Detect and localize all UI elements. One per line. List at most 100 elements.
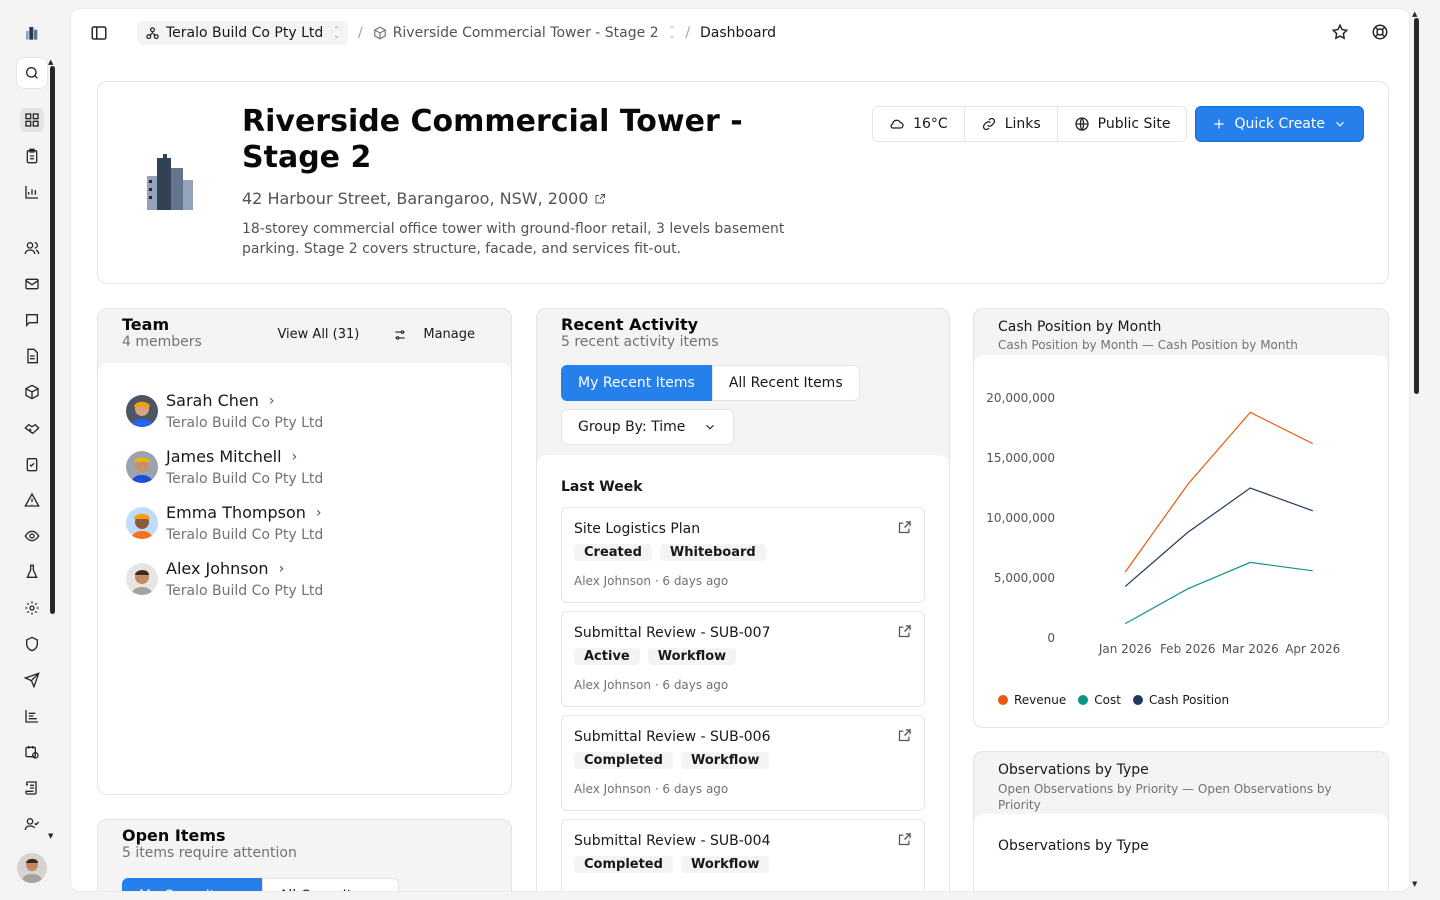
member-name-text: James Mitchell: [166, 447, 282, 466]
chevron-right-icon: ›: [291, 448, 298, 465]
external-link-icon[interactable]: [897, 832, 912, 847]
help-lifebuoy-icon[interactable]: [1371, 23, 1389, 45]
activity-item[interactable]: Site Logistics Plan Created Whiteboard A…: [561, 507, 925, 603]
activity-badges: Created Whiteboard: [574, 544, 766, 561]
legend-label: Cash Position: [1148, 693, 1230, 707]
star-icon[interactable]: [1331, 23, 1349, 45]
legend-swatch: [998, 695, 1008, 705]
settings-icon[interactable]: [20, 596, 44, 620]
y-tick-label: 20,000,000: [986, 391, 1055, 405]
manage-team-button[interactable]: Manage: [393, 327, 475, 342]
activity-item[interactable]: Submittal Review - SUB-004 Completed Wor…: [561, 819, 925, 891]
tab-all-recent-items[interactable]: All Recent Items: [711, 365, 860, 401]
user-check-icon[interactable]: [20, 812, 44, 836]
project-description: 18-storey commercial office tower with g…: [242, 221, 785, 257]
external-link-icon[interactable]: [897, 520, 912, 535]
series-line-cost[interactable]: [1124, 561, 1313, 625]
group-by-select[interactable]: Group By: Time: [561, 409, 734, 445]
project-address[interactable]: 42 Harbour Street, Barangaroo, NSW, 2000: [242, 189, 606, 208]
warning-icon[interactable]: [20, 488, 44, 512]
public-site-button[interactable]: Public Site: [1057, 107, 1187, 141]
tab-my-open-items[interactable]: My Open Items: [122, 878, 262, 891]
page-scroll-up-icon[interactable]: ▲: [1412, 10, 1418, 18]
dashboard-icon[interactable]: [20, 108, 44, 132]
legend-item-revenue[interactable]: Revenue: [998, 693, 1066, 707]
list-chart-icon[interactable]: [20, 704, 44, 728]
chevron-down-icon: [1336, 121, 1344, 127]
activity-subtitle: 5 recent activity items: [561, 334, 719, 350]
mail-icon[interactable]: [20, 272, 44, 296]
scroll-icon[interactable]: [20, 776, 44, 800]
bar-chart-icon[interactable]: [20, 180, 44, 204]
member-name: Emma Thompson ›: [166, 503, 322, 522]
activity-item[interactable]: Submittal Review - SUB-007 Active Workfl…: [561, 611, 925, 707]
quick-create-button[interactable]: Quick Create: [1195, 106, 1364, 142]
page-scrollbar[interactable]: [1414, 18, 1419, 394]
cash-position-card: Cash Position by Month Cash Position by …: [973, 308, 1389, 728]
address-text: 42 Harbour Street, Barangaroo, NSW, 2000: [242, 189, 589, 208]
project-switcher[interactable]: Riverside Commercial Tower - Stage 2 ⌃ ⌄: [373, 25, 676, 41]
x-tick-label: Apr 2026: [1285, 642, 1340, 656]
eye-icon[interactable]: [20, 524, 44, 548]
team-list: Sarah Chen › Teralo Build Co Pty Ltd Jame…: [98, 363, 511, 794]
type-badge: Workflow: [680, 856, 770, 873]
breadcrumb: Teralo Build Co Pty Ltd ⌃ ⌄ / Riverside C…: [137, 21, 776, 45]
calendar-clock-icon[interactable]: [20, 740, 44, 764]
chevron-right-icon: ›: [315, 504, 322, 521]
weather-label: 16°C: [913, 116, 948, 132]
message-icon[interactable]: [20, 308, 44, 332]
search-icon[interactable]: [16, 57, 48, 89]
activity-list: Last Week Site Logistics Plan Created Wh…: [537, 455, 949, 891]
activity-meta: Alex Johnson · 6 days ago: [574, 782, 729, 796]
legend-item-cost[interactable]: Cost: [1078, 693, 1121, 707]
sidebar-toggle-icon[interactable]: [90, 24, 108, 42]
view-all-team-button[interactable]: View All (31): [277, 327, 360, 342]
clipboard-icon[interactable]: [20, 144, 44, 168]
link-icon: [982, 117, 995, 131]
chart-legend: Revenue Cost Cash Position: [998, 693, 1229, 707]
series-line-cash-position[interactable]: [1124, 487, 1313, 587]
sliders-icon: [395, 329, 406, 340]
building-logo-icon[interactable]: [18, 19, 46, 47]
document-icon[interactable]: [20, 344, 44, 368]
links-button[interactable]: Links: [964, 107, 1058, 141]
breadcrumb-current: Dashboard: [700, 25, 776, 41]
y-tick-label: 0: [1047, 631, 1055, 645]
type-badge: Whiteboard: [659, 544, 766, 561]
rail-scroll-down-icon[interactable]: ▼: [48, 832, 54, 840]
tab-my-recent-items[interactable]: My Recent Items: [561, 365, 712, 401]
activity-meta: Alex Johnson · 6 days ago: [574, 678, 729, 692]
tab-all-open-items[interactable]: All Open Items: [261, 878, 399, 891]
current-user-avatar[interactable]: [17, 853, 47, 883]
open-items-title: Open Items: [122, 826, 226, 845]
activity-item[interactable]: Submittal Review - SUB-006 Completed Wor…: [561, 715, 925, 811]
chevrons-updown-icon: ⌃ ⌄: [668, 25, 676, 40]
legend-item-cash-position[interactable]: Cash Position: [1132, 693, 1230, 707]
chart-title: Cash Position by Month: [998, 319, 1162, 335]
external-link-icon[interactable]: [897, 728, 912, 743]
external-link-icon[interactable]: [897, 624, 912, 639]
shield-icon[interactable]: [20, 632, 44, 656]
avatar: [126, 507, 158, 539]
package-icon[interactable]: [20, 380, 44, 404]
org-switcher[interactable]: Teralo Build Co Pty Ltd ⌃ ⌄: [137, 21, 348, 45]
obs-body: [974, 814, 1388, 891]
activity-tabs: My Recent Items All Recent Items: [561, 365, 860, 401]
flask-icon[interactable]: [20, 560, 44, 584]
series-line-revenue[interactable]: [1124, 411, 1314, 573]
handshake-icon[interactable]: [20, 416, 44, 440]
member-name: Sarah Chen ›: [166, 391, 274, 410]
page-scroll-down-icon[interactable]: ▼: [1412, 880, 1418, 888]
chart-subtitle: Cash Position by Month — Cash Position b…: [998, 338, 1298, 352]
globe-icon: [1075, 117, 1089, 131]
rail-scrollbar[interactable]: [50, 66, 55, 614]
obs-title: Observations by Type: [998, 762, 1149, 778]
users-icon[interactable]: [20, 236, 44, 260]
send-icon[interactable]: [20, 668, 44, 692]
checklist-icon[interactable]: [20, 452, 44, 476]
group-by-label: Group By: Time: [578, 419, 686, 435]
cloud-icon: [890, 119, 904, 129]
observations-card: Observations by Type Open Observations b…: [973, 751, 1389, 891]
weather-button[interactable]: 16°C: [873, 107, 965, 141]
rail-scroll-up-icon[interactable]: ▲: [48, 58, 54, 66]
